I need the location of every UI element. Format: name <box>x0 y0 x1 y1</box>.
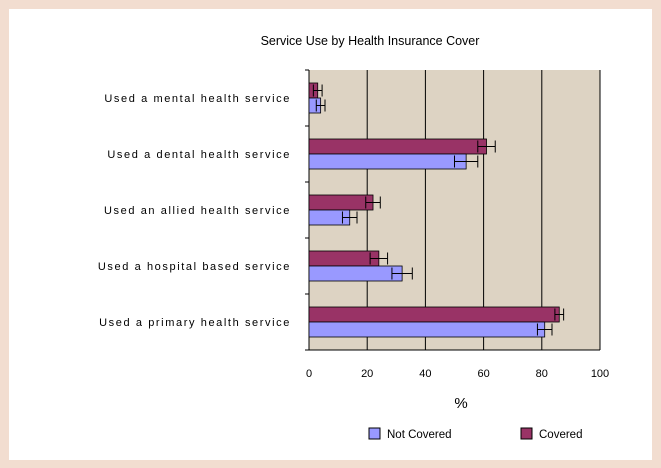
legend-label: Not Covered <box>387 429 452 441</box>
bar <box>308 153 467 170</box>
legend-label: Covered <box>539 429 582 441</box>
chart-frame: Service Use by Health Insurance Cover Us… <box>9 9 652 460</box>
category-label: Used a primary health service <box>99 317 291 329</box>
x-tick-label: 80 <box>536 368 548 380</box>
category-label: Used a dental health service <box>107 149 291 161</box>
bar <box>308 138 487 155</box>
category-label: Used an allied health service <box>104 205 291 217</box>
bar <box>308 194 374 211</box>
bar <box>308 265 403 282</box>
legend: Not Covered Covered <box>368 427 582 441</box>
legend-swatch <box>520 427 533 440</box>
plot-area: Used a mental health service Used a denta… <box>98 69 609 380</box>
x-axis-label: % <box>454 395 467 412</box>
bar <box>308 306 560 323</box>
category-label: Used a mental health service <box>104 93 291 105</box>
x-tick-label: 60 <box>477 368 489 380</box>
chart-title: Service Use by Health Insurance Cover <box>261 34 480 48</box>
legend-swatch <box>368 427 381 440</box>
bar-chart: Service Use by Health Insurance Cover Us… <box>98 34 609 441</box>
bar <box>308 321 546 338</box>
x-tick-label: 0 <box>306 368 312 380</box>
bar <box>308 250 380 267</box>
x-tick-label: 100 <box>591 368 609 380</box>
category-label: Used a hospital based service <box>98 261 291 273</box>
x-tick-label: 20 <box>361 368 373 380</box>
x-tick-label: 40 <box>419 368 431 380</box>
